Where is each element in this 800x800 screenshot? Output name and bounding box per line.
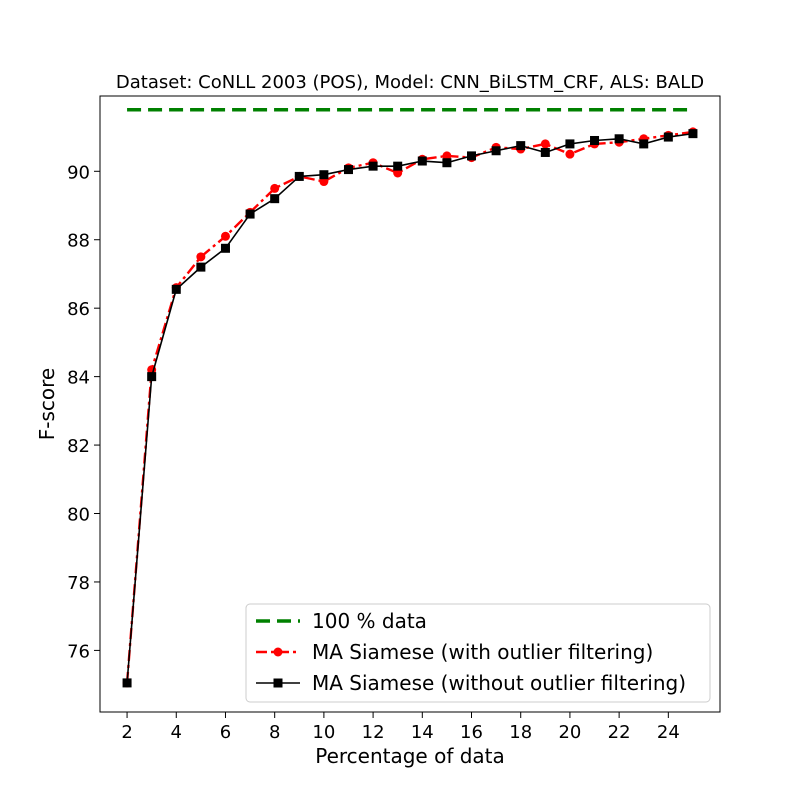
x-tick-label: 22 — [608, 722, 631, 743]
data-point — [565, 139, 575, 149]
x-tick-label: 20 — [558, 722, 581, 743]
legend-label: 100 % data — [312, 609, 427, 633]
data-point — [540, 147, 550, 157]
x-tick-label: 8 — [269, 722, 280, 743]
data-point — [270, 194, 280, 204]
legend-swatch-marker — [273, 647, 283, 657]
data-point — [147, 372, 157, 382]
data-point — [565, 149, 575, 159]
legend-label: MA Siamese (with outlier filtering) — [312, 640, 653, 664]
data-point — [196, 262, 206, 272]
data-point — [319, 177, 329, 187]
x-tick-label: 10 — [312, 722, 335, 743]
data-point — [270, 183, 280, 193]
data-point — [220, 231, 230, 241]
y-axis: 76 78 80 82 84 86 88 90 — [67, 162, 100, 662]
y-tick-label: 80 — [67, 505, 90, 526]
data-point — [516, 141, 526, 151]
data-point — [294, 171, 304, 181]
x-tick-label: 16 — [460, 722, 483, 743]
data-point — [442, 158, 452, 168]
data-point — [491, 146, 501, 156]
x-axis: 2 4 6 8 10 12 14 16 18 20 22 24 — [121, 712, 680, 743]
data-point — [171, 284, 181, 294]
data-point — [663, 132, 673, 142]
data-point — [220, 243, 230, 253]
legend: 100 % data MA Siamese (with outlier filte… — [245, 603, 711, 703]
x-tick-label: 4 — [171, 722, 182, 743]
data-point — [540, 139, 550, 149]
data-point — [393, 168, 403, 178]
plot-area — [122, 107, 698, 688]
data-point — [639, 139, 649, 149]
data-point — [442, 151, 452, 161]
data-point — [122, 678, 132, 688]
legend-swatch-marker — [273, 678, 283, 688]
data-point — [417, 156, 427, 166]
data-point — [319, 170, 329, 180]
series-line-1 — [125, 130, 694, 684]
y-tick-label: 76 — [67, 641, 90, 662]
y-axis-label: F-score — [35, 368, 59, 440]
y-tick-label: 88 — [67, 231, 90, 252]
data-point — [393, 161, 403, 171]
y-tick-label: 86 — [67, 299, 90, 320]
x-tick-label: 6 — [220, 722, 231, 743]
series-line-2 — [126, 132, 694, 683]
legend-box — [245, 603, 711, 703]
data-point — [614, 134, 624, 144]
y-tick-label: 78 — [67, 573, 90, 594]
data-point — [368, 161, 378, 171]
x-tick-label: 24 — [657, 722, 680, 743]
x-tick-label: 14 — [411, 722, 434, 743]
x-axis-label: Percentage of data — [315, 744, 505, 768]
data-point — [590, 135, 600, 145]
plot-frame — [99, 95, 721, 713]
chart-title: Dataset: CoNLL 2003 (POS), Model: CNN_Bi… — [116, 72, 704, 93]
y-tick-label: 82 — [67, 436, 90, 457]
series-layer — [122, 107, 698, 688]
x-tick-label: 12 — [362, 722, 385, 743]
data-point — [245, 209, 255, 219]
y-tick-label: 90 — [67, 162, 90, 183]
x-tick-label: 18 — [509, 722, 532, 743]
y-tick-label: 84 — [67, 368, 90, 389]
data-point — [467, 151, 477, 161]
legend-label: MA Siamese (without outlier filtering) — [312, 671, 686, 695]
data-point — [343, 165, 353, 175]
data-point — [196, 252, 206, 262]
data-point — [688, 129, 698, 139]
x-tick-label: 2 — [121, 722, 132, 743]
